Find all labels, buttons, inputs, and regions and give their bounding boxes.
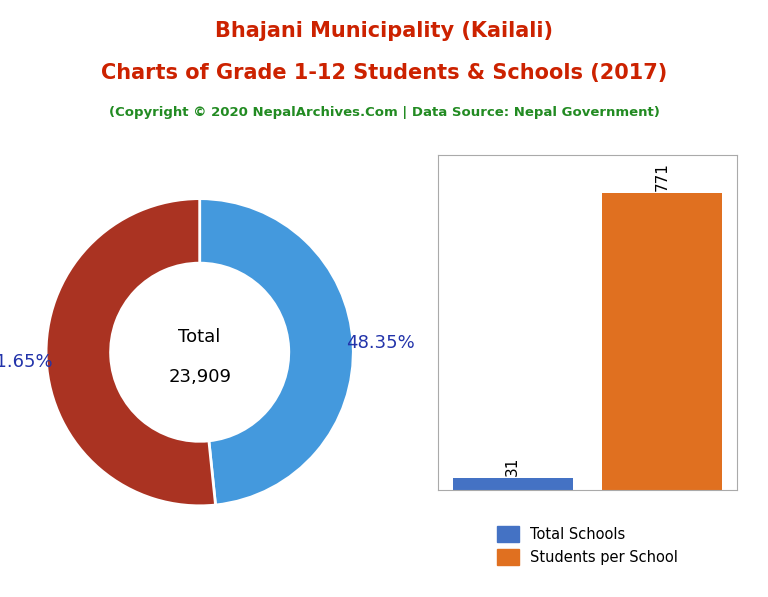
Text: Total: Total	[178, 328, 221, 346]
Text: 771: 771	[655, 162, 670, 192]
Text: 31: 31	[505, 456, 520, 476]
Legend: Total Schools, Students per School: Total Schools, Students per School	[491, 520, 684, 571]
Text: (Copyright © 2020 NepalArchives.Com | Data Source: Nepal Government): (Copyright © 2020 NepalArchives.Com | Da…	[108, 106, 660, 119]
Text: Charts of Grade 1-12 Students & Schools (2017): Charts of Grade 1-12 Students & Schools …	[101, 63, 667, 83]
Text: 23,909: 23,909	[168, 368, 231, 386]
Text: 51.65%: 51.65%	[0, 353, 53, 371]
Legend: Male Students (11,561), Female Students (12,348): Male Students (11,561), Female Students …	[0, 591, 204, 597]
Text: 48.35%: 48.35%	[346, 334, 415, 352]
Wedge shape	[200, 199, 353, 505]
Wedge shape	[46, 199, 216, 506]
Text: Bhajani Municipality (Kailali): Bhajani Municipality (Kailali)	[215, 21, 553, 41]
Bar	[452, 478, 572, 490]
Bar	[602, 193, 722, 490]
